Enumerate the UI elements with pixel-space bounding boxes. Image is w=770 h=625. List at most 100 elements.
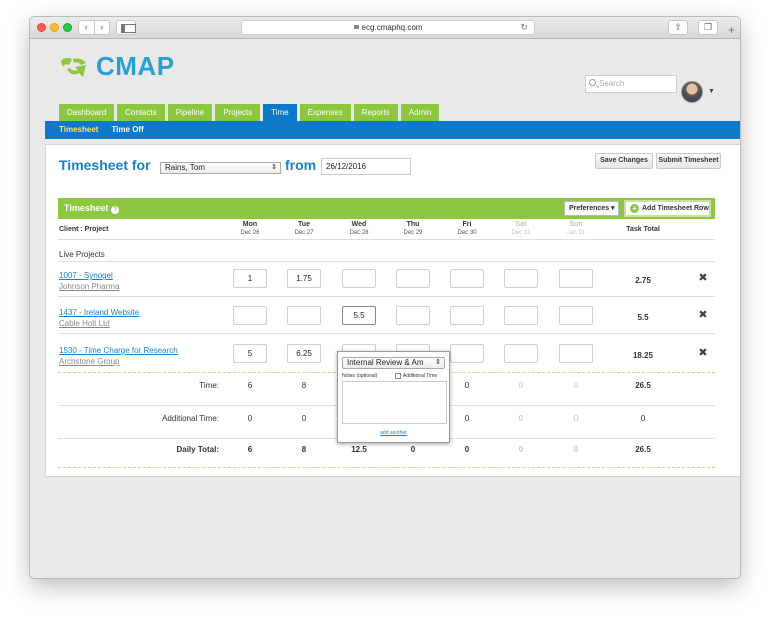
- task-total: 5.5: [637, 313, 649, 322]
- task-select-value: Internal Review & Am: [347, 358, 424, 367]
- delete-row-icon[interactable]: ✖: [698, 272, 708, 284]
- time-input[interactable]: [342, 269, 376, 288]
- logo[interactable]: CMAP: [59, 50, 175, 81]
- project-link[interactable]: 1530 - Time Charge for Research: [59, 346, 178, 355]
- tab-time[interactable]: Time: [263, 104, 297, 121]
- time-input[interactable]: 5.5: [342, 306, 376, 325]
- day-date-tue: Dec 27: [294, 230, 314, 236]
- task-total: 2.75: [635, 276, 651, 285]
- delete-row-icon[interactable]: ✖: [698, 347, 708, 359]
- day-date-sun: Jan 01: [566, 230, 585, 236]
- tab-expenses[interactable]: Expenses: [299, 104, 351, 121]
- avatar[interactable]: [681, 81, 703, 103]
- person-select-value: Rains, Tom: [165, 163, 205, 172]
- submit-timesheet-button[interactable]: Submit Timesheet: [656, 153, 721, 169]
- time-input[interactable]: 1.75: [287, 269, 321, 288]
- time-input[interactable]: [233, 306, 267, 325]
- share-icon[interactable]: ⇧: [668, 20, 688, 35]
- section-live-projects: Live Projects: [59, 250, 105, 259]
- time-input[interactable]: [450, 306, 484, 325]
- tab-contacts[interactable]: Contacts: [117, 104, 165, 121]
- time-input[interactable]: [559, 269, 593, 288]
- zoom-window-button[interactable]: [63, 23, 72, 32]
- client-link[interactable]: Cable Holt Ltd: [59, 319, 110, 328]
- new-tab-icon[interactable]: +: [728, 23, 736, 37]
- lock-icon: [353, 25, 359, 29]
- add-another-link[interactable]: add another: [380, 430, 407, 436]
- summary-label: Time:: [199, 381, 219, 390]
- tab-dashboard[interactable]: Dashboard: [59, 104, 115, 121]
- summary-value: 0: [464, 445, 470, 454]
- client-link[interactable]: Johnson Pharma: [59, 282, 120, 291]
- close-window-button[interactable]: [37, 23, 46, 32]
- time-input[interactable]: 1: [233, 269, 267, 288]
- time-input[interactable]: 5: [233, 344, 267, 363]
- plus-icon: +: [630, 204, 639, 213]
- summary-value: 0: [573, 414, 579, 423]
- search-input[interactable]: Search: [585, 75, 677, 93]
- task-total: 18.25: [632, 351, 654, 360]
- page: CMAP Search ▼ Dashboard Contacts Pipelin…: [30, 40, 740, 578]
- minimize-window-button[interactable]: [50, 23, 59, 32]
- time-input[interactable]: [450, 344, 484, 363]
- time-input[interactable]: [504, 306, 538, 325]
- browser-toolbar: ‹ › ecg.cmaphq.com ↻ ⇧ ❐ +: [30, 17, 740, 39]
- chevron-down-icon[interactable]: ▼: [708, 88, 715, 95]
- summary-total: 26.5: [635, 445, 651, 454]
- forward-icon[interactable]: ›: [94, 20, 110, 35]
- tabs-icon[interactable]: ❐: [698, 20, 718, 35]
- time-input[interactable]: [450, 269, 484, 288]
- summary-value: 6: [247, 381, 253, 390]
- client-link[interactable]: Archstone Group: [59, 357, 120, 366]
- time-input[interactable]: [559, 306, 593, 325]
- delete-row-icon[interactable]: ✖: [698, 309, 708, 321]
- additional-time-checkbox[interactable]: [395, 373, 401, 379]
- time-input[interactable]: [559, 344, 593, 363]
- col-client-project: Client : Project: [59, 226, 109, 233]
- logo-text: CMAP: [96, 50, 175, 81]
- tab-pipeline[interactable]: Pipeline: [167, 104, 213, 121]
- divider: [58, 261, 715, 262]
- divider: [58, 296, 715, 297]
- timesheet-panel: Timesheet for Rains, Tom ⇕ from 26/12/20…: [45, 144, 740, 477]
- notes-label: Notes (optional): [342, 373, 378, 379]
- select-arrows-icon: ⇕: [435, 359, 441, 366]
- time-input[interactable]: [504, 344, 538, 363]
- tab-admin[interactable]: Admin: [400, 104, 440, 121]
- project-link[interactable]: 1007 - Synogel: [59, 271, 113, 280]
- subtab-timesheet[interactable]: Timesheet: [59, 125, 99, 134]
- time-input[interactable]: [396, 269, 430, 288]
- sidebar-icon[interactable]: [116, 20, 136, 35]
- dashed-divider: [58, 467, 715, 468]
- summary-value: 0: [518, 414, 524, 423]
- from-date-input[interactable]: 26/12/2016: [321, 158, 411, 175]
- time-input[interactable]: 6.25: [287, 344, 321, 363]
- person-select[interactable]: Rains, Tom ⇕: [160, 162, 281, 174]
- tab-projects[interactable]: Projects: [215, 104, 261, 121]
- address-bar[interactable]: ecg.cmaphq.com ↻: [241, 20, 535, 35]
- browser-window: ‹ › ecg.cmaphq.com ↻ ⇧ ❐ + CMAP Search ▼: [29, 16, 741, 579]
- additional-time-label: Additional Time: [403, 373, 438, 379]
- project-link[interactable]: 1437 - Ireland Website: [59, 308, 140, 317]
- day-date-wed: Dec 28: [349, 230, 369, 236]
- back-icon[interactable]: ‹: [78, 20, 95, 35]
- day-header-tue: Tue: [298, 221, 310, 228]
- subtab-time-off[interactable]: Time Off: [111, 125, 144, 134]
- reload-icon[interactable]: ↻: [520, 22, 528, 32]
- tab-reports[interactable]: Reports: [353, 104, 398, 121]
- divider: [58, 333, 715, 334]
- notes-textarea[interactable]: [342, 381, 447, 424]
- task-select[interactable]: Internal Review & Am ⇕: [342, 357, 445, 369]
- day-date-thu: Dec 29: [403, 230, 423, 236]
- time-input[interactable]: [396, 306, 430, 325]
- time-input[interactable]: [504, 269, 538, 288]
- add-timesheet-row-button[interactable]: + Add Timesheet Row: [624, 200, 711, 217]
- preferences-button[interactable]: Preferences ▾: [564, 201, 619, 216]
- main-nav: Dashboard Contacts Pipeline Projects Tim…: [59, 104, 442, 121]
- save-changes-button[interactable]: Save Changes: [595, 153, 653, 169]
- cmap-logo-icon: [61, 57, 86, 77]
- help-icon[interactable]: ?: [111, 206, 120, 214]
- time-input[interactable]: [287, 306, 321, 325]
- from-label: from: [285, 157, 317, 173]
- summary-total: 26.5: [635, 381, 651, 390]
